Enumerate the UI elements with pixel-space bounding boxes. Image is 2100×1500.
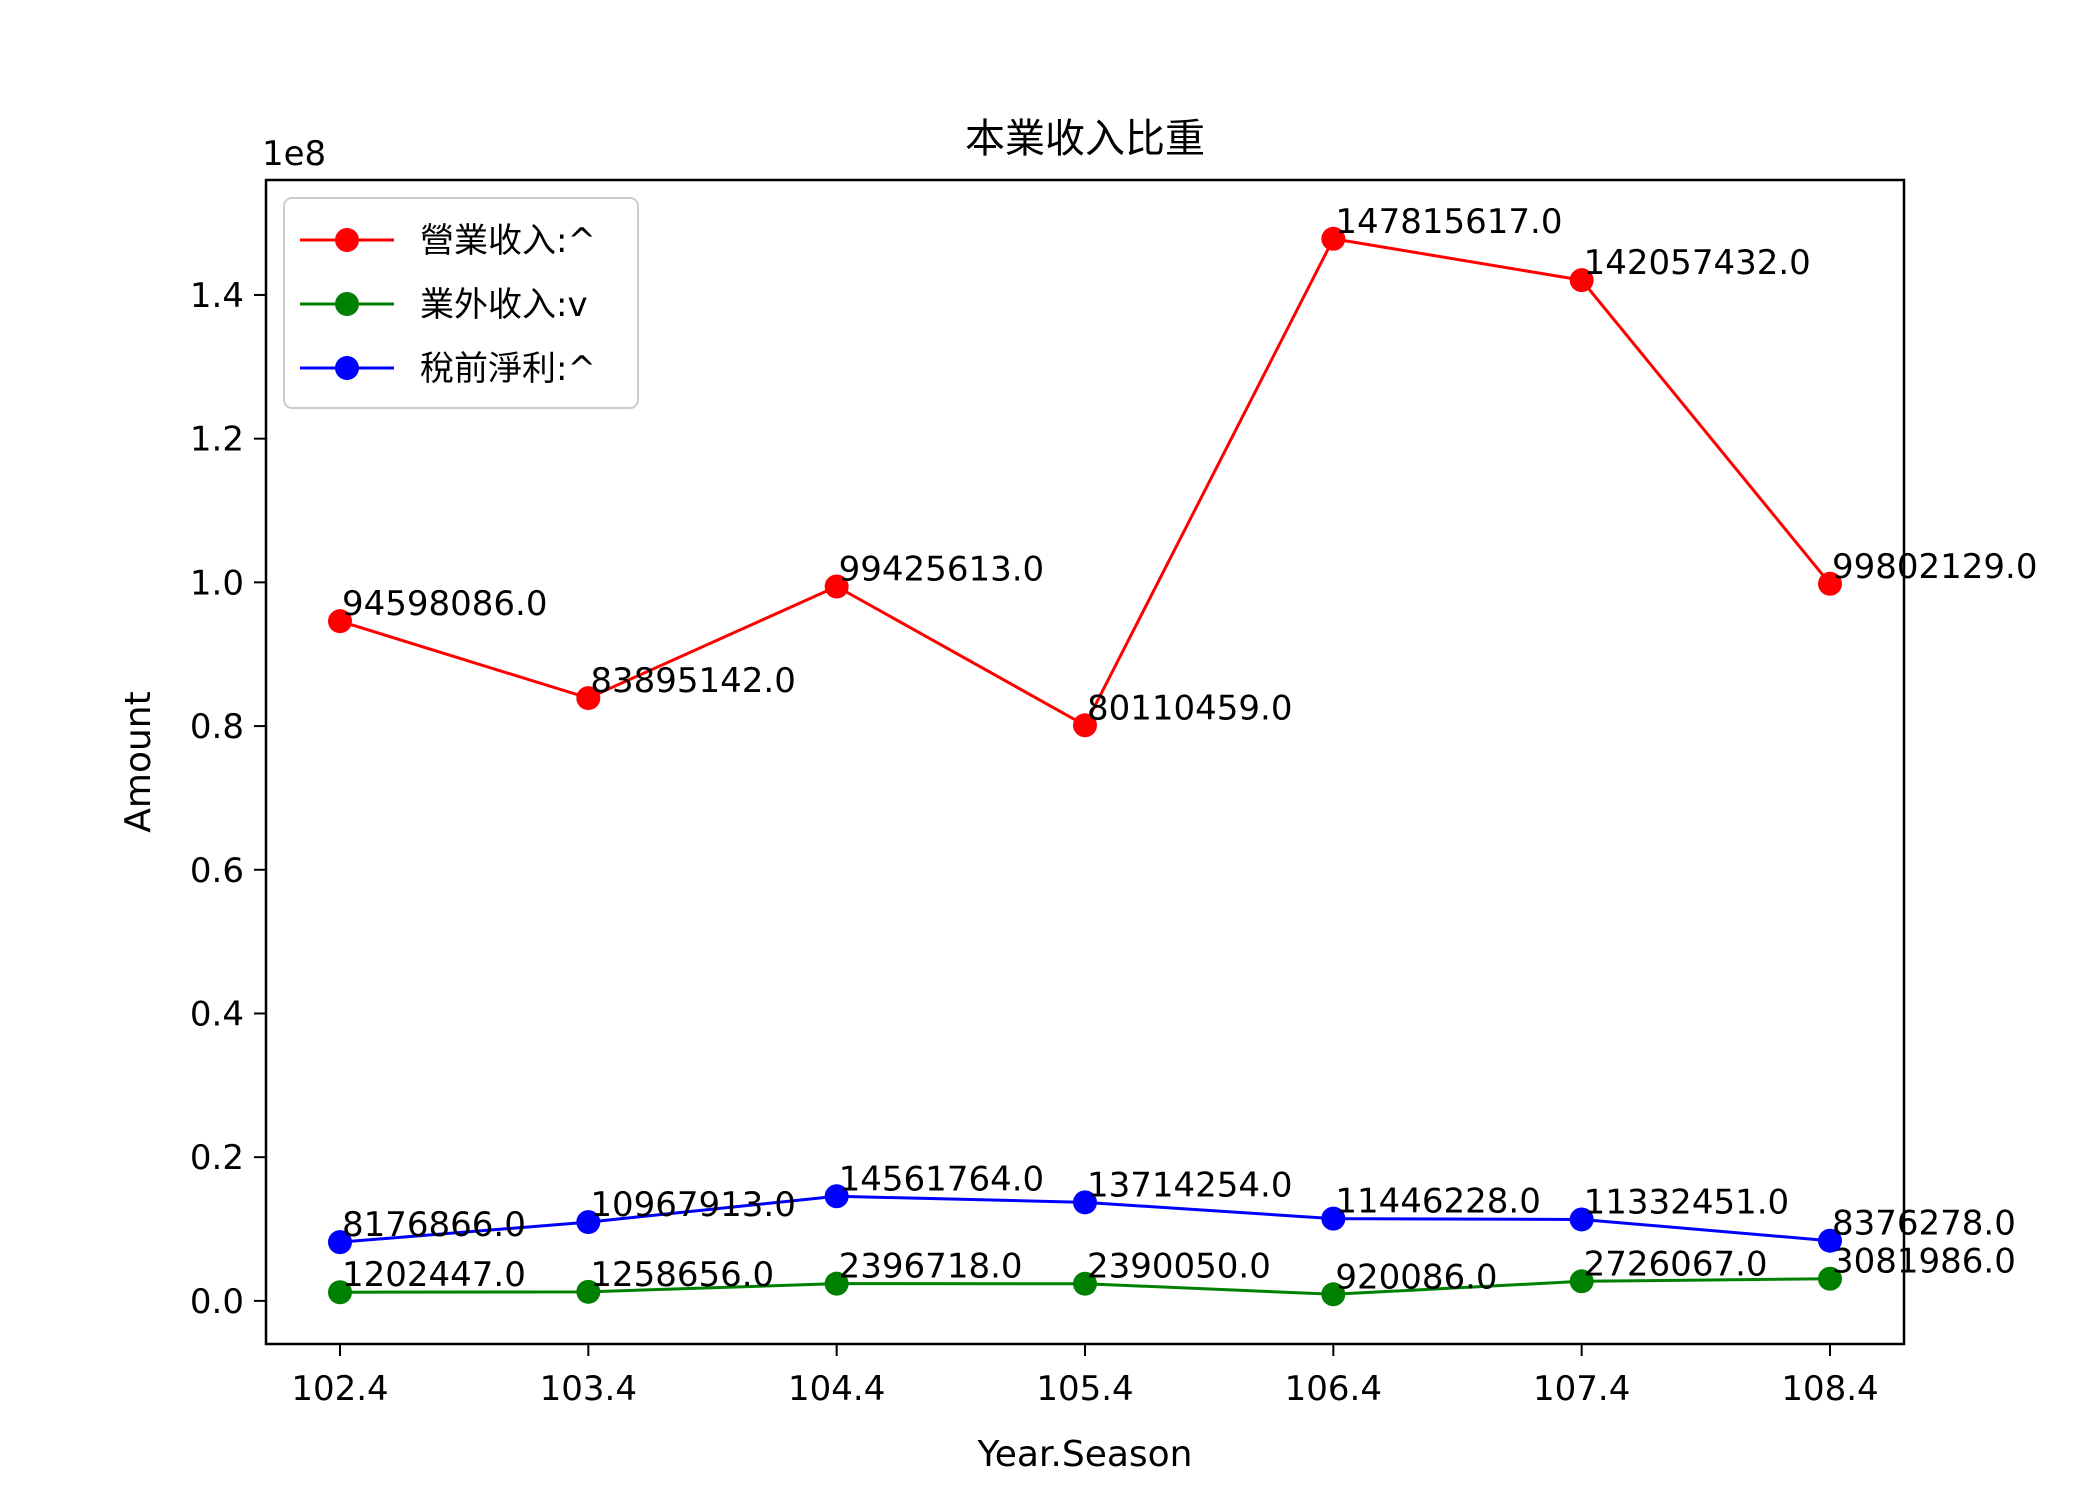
legend-label-0: 營業收入:^ <box>420 221 596 261</box>
data-label: 11332451.0 <box>1584 1182 1790 1222</box>
data-point <box>1321 226 1346 251</box>
data-label: 99425613.0 <box>839 549 1045 589</box>
data-point <box>1569 1207 1594 1232</box>
x-tick-label: 104.4 <box>788 1369 885 1409</box>
data-label: 1258656.0 <box>590 1255 774 1295</box>
data-point <box>328 1280 352 1305</box>
data-point <box>1321 1282 1346 1307</box>
y-tick-label: 1.0 <box>190 563 244 603</box>
data-label: 10967913.0 <box>590 1185 796 1225</box>
x-tick-label: 108.4 <box>1781 1369 1878 1409</box>
data-label: 3081986.0 <box>1832 1242 2016 1282</box>
data-label: 80110459.0 <box>1087 688 1293 728</box>
data-label: 14561764.0 <box>839 1159 1045 1199</box>
data-label: 2390050.0 <box>1087 1247 1271 1287</box>
x-tick-label: 105.4 <box>1036 1369 1133 1409</box>
y-axis-label: Amount <box>118 691 159 832</box>
legend-marker-0 <box>335 228 359 252</box>
legend-marker-1 <box>335 292 359 316</box>
data-label: 920086.0 <box>1335 1257 1497 1297</box>
data-label: 147815617.0 <box>1335 202 1562 242</box>
data-label: 1202447.0 <box>342 1255 526 1295</box>
data-point <box>1073 1190 1097 1215</box>
y-tick-label: 0.6 <box>190 851 244 891</box>
y-ticks: 0.0 0.2 0.4 0.6 0.8 1.0 1.2 1.4 <box>190 276 266 1322</box>
y-offset-text: 1e8 <box>262 134 326 174</box>
data-label: 2396718.0 <box>839 1247 1023 1287</box>
legend-box <box>283 197 639 409</box>
data-label: 99802129.0 <box>1832 547 2038 587</box>
data-point <box>1073 713 1097 738</box>
x-tick-label: 107.4 <box>1533 1369 1630 1409</box>
legend: 營業收入:^ 業外收入:v 稅前淨利:^ <box>283 197 639 409</box>
plot-layer: 94598086.0 83895142.0 99425613.0 80110459.0… <box>328 202 2038 1307</box>
y-tick-label: 0.8 <box>190 707 244 747</box>
data-point <box>1321 1206 1346 1231</box>
x-tick-label: 106.4 <box>1285 1369 1382 1409</box>
y-tick-label: 0.2 <box>190 1138 244 1178</box>
legend-marker-2 <box>335 356 359 380</box>
data-point <box>328 1230 352 1255</box>
data-label: 83895142.0 <box>590 661 796 701</box>
data-point <box>1818 571 1842 596</box>
x-ticks: 102.4 103.4 104.4 105.4 106.4 107.4 108.4 <box>291 1344 1879 1409</box>
x-axis-label: Year.Season <box>976 1434 1192 1475</box>
y-tick-label: 1.4 <box>190 276 244 316</box>
data-point <box>328 609 352 634</box>
data-label: 13714254.0 <box>1087 1165 1293 1205</box>
data-point <box>824 574 849 599</box>
y-tick-label: 0.4 <box>190 994 244 1034</box>
chart-title: 本業收入比重 <box>965 116 1205 162</box>
data-label: 11446228.0 <box>1335 1182 1541 1222</box>
data-point <box>824 1184 849 1209</box>
data-label: 8176866.0 <box>342 1205 526 1245</box>
data-point <box>1818 1228 1842 1253</box>
data-point <box>1569 1269 1594 1294</box>
data-point <box>1569 268 1594 293</box>
data-label: 2726067.0 <box>1584 1244 1768 1284</box>
legend-label-2: 稅前淨利:^ <box>420 349 596 389</box>
data-point <box>576 1210 601 1235</box>
data-label: 8376278.0 <box>1832 1204 2016 1244</box>
x-tick-label: 103.4 <box>540 1369 637 1409</box>
legend-label-1: 業外收入:v <box>420 285 588 325</box>
data-point <box>1818 1266 1842 1291</box>
data-point <box>576 686 601 711</box>
data-label: 94598086.0 <box>342 584 548 624</box>
y-tick-label: 1.2 <box>190 420 244 460</box>
y-tick-label: 0.0 <box>190 1282 244 1322</box>
data-label: 142057432.0 <box>1584 243 1811 283</box>
data-point <box>576 1279 601 1304</box>
data-point <box>824 1271 849 1296</box>
x-tick-label: 102.4 <box>291 1369 388 1409</box>
data-point <box>1073 1271 1097 1296</box>
